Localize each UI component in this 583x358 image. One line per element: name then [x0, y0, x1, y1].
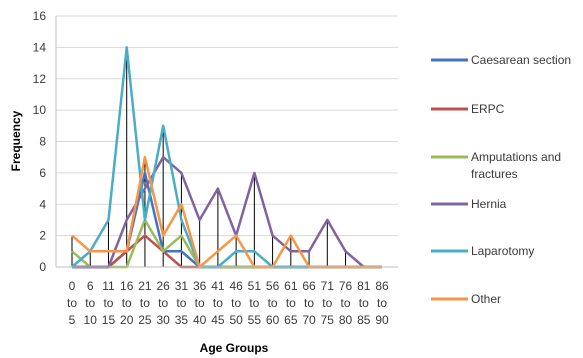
- x-tick-label-top: 76: [339, 279, 353, 293]
- legend-label-amputations-and-fractures: Amputations and fractures: [471, 150, 561, 181]
- gridlines: [56, 15, 398, 237]
- x-tick-label-top: 31: [175, 279, 189, 293]
- x-tick-label-mid: to: [103, 296, 113, 310]
- x-tick-label-bottom: 20: [120, 313, 134, 327]
- y-tick-label: 14: [33, 40, 47, 54]
- x-tick-label-top: 81: [357, 279, 371, 293]
- x-tick-label-top: 36: [193, 279, 207, 293]
- x-tick-label-top: 56: [266, 279, 280, 293]
- y-tick-label: 8: [39, 135, 46, 149]
- x-tick-label-bottom: 40: [193, 313, 207, 327]
- y-tick-label: 16: [33, 9, 47, 23]
- legend-label-hernia: Hernia: [471, 197, 507, 211]
- x-tick-label-top: 66: [302, 279, 316, 293]
- x-tick-label-top: 61: [284, 279, 298, 293]
- legend-label-other: Other: [471, 292, 501, 306]
- x-tick-label-top: 51: [248, 279, 262, 293]
- x-tick-label-bottom: 55: [248, 313, 262, 327]
- x-tick-label-mid: to: [67, 296, 77, 310]
- x-tick-label-mid: to: [176, 296, 186, 310]
- x-tick-label-bottom: 70: [302, 313, 316, 327]
- x-tick-label-mid: to: [231, 296, 241, 310]
- x-tick-label-top: 6: [87, 279, 94, 293]
- series-line-caesarean-section: [72, 171, 382, 269]
- x-tick-label-mid: to: [213, 296, 223, 310]
- x-tick-label-mid: to: [304, 296, 314, 310]
- x-tick-label-mid: to: [377, 296, 387, 310]
- x-tick-label-bottom: 15: [102, 313, 116, 327]
- axes: [55, 16, 398, 268]
- x-tick-label-mid: to: [322, 296, 332, 310]
- x-tick-label-bottom: 50: [229, 313, 243, 327]
- legend: Caesarean section ERPC Amputations and frac…: [431, 53, 571, 306]
- x-tick-label-top: 86: [375, 279, 389, 293]
- x-tick-label-bottom: 75: [321, 313, 335, 327]
- x-tick-label-mid: to: [85, 296, 95, 310]
- x-tick-label-bottom: 65: [284, 313, 298, 327]
- y-tick-label: 2: [39, 229, 46, 243]
- x-tick-label-bottom: 30: [156, 313, 170, 327]
- x-tick-label-mid: to: [195, 296, 205, 310]
- y-axis-title: Frequency: [9, 110, 23, 171]
- x-tick-label-bottom: 60: [266, 313, 280, 327]
- legend-label-erpc: ERPC: [471, 102, 505, 116]
- y-tick-label: 6: [39, 166, 46, 180]
- x-tick-label-top: 26: [156, 279, 170, 293]
- x-tick-label-top: 16: [120, 279, 134, 293]
- y-tick-label: 4: [39, 197, 46, 211]
- x-tick-label-top: 0: [69, 279, 76, 293]
- x-tick-label-top: 41: [211, 279, 225, 293]
- legend-label-laparotomy: Laparotomy: [471, 244, 534, 258]
- x-tick-label-mid: to: [268, 296, 278, 310]
- x-tick-label-top: 11: [102, 279, 115, 293]
- x-axis-title: Age Groups: [200, 341, 269, 355]
- y-tick-label: 12: [33, 72, 47, 86]
- x-tick-label-bottom: 10: [84, 313, 98, 327]
- x-tick-label-mid: to: [158, 296, 168, 310]
- x-tick-label-bottom: 25: [138, 313, 152, 327]
- x-tick-label-mid: to: [359, 296, 369, 310]
- series-line-hernia: [72, 155, 382, 269]
- x-tick-label-mid: to: [140, 296, 150, 310]
- y-tick-label: 0: [39, 260, 46, 274]
- y-tick-label: 10: [33, 103, 47, 117]
- x-tick-label-mid: to: [286, 296, 296, 310]
- x-tick-label-bottom: 45: [211, 313, 225, 327]
- x-tick-labels: 0to56to1011to1516to2021to2526to3031to353…: [67, 279, 389, 327]
- y-tick-labels: 0 2 4 6 8 10 12 14 16: [33, 9, 47, 274]
- series-lines: [71, 46, 382, 269]
- x-tick-label-top: 71: [321, 279, 335, 293]
- x-tick-label-mid: to: [122, 296, 132, 310]
- x-tick-label-top: 46: [229, 279, 243, 293]
- x-tick-label-top: 21: [138, 279, 152, 293]
- x-tick-label-bottom: 85: [357, 313, 371, 327]
- drop-lines: [71, 47, 347, 267]
- x-tick-label-bottom: 5: [69, 313, 76, 327]
- x-tick-label-bottom: 80: [339, 313, 353, 327]
- x-tick-label-bottom: 90: [375, 313, 389, 327]
- x-tick-label-mid: to: [249, 296, 259, 310]
- legend-label-caesarean-section: Caesarean section: [471, 53, 571, 67]
- x-tick-label-bottom: 35: [175, 313, 189, 327]
- x-tick-label-mid: to: [341, 296, 351, 310]
